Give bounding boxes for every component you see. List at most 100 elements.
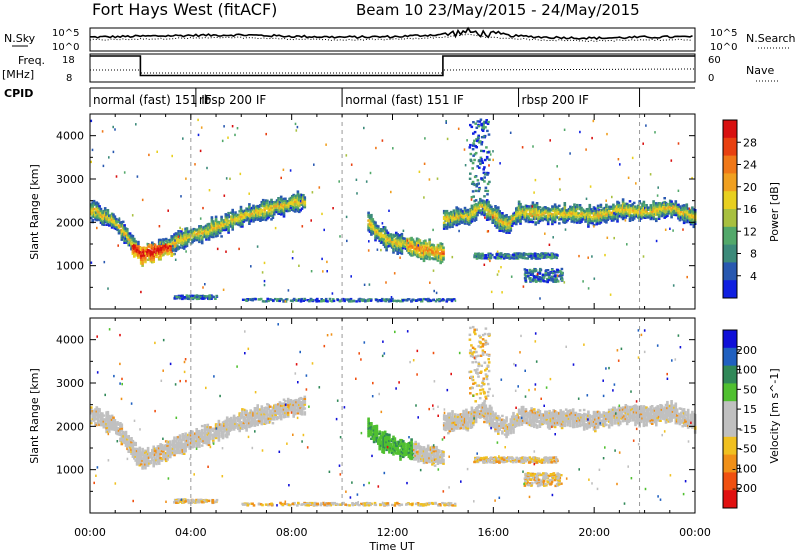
echo-cell [131, 238, 135, 242]
echo-cell [257, 207, 261, 210]
echo-cell [162, 452, 165, 455]
echo-cell [655, 202, 658, 205]
echo-cell [263, 283, 266, 287]
echo-cell [96, 421, 100, 424]
echo-cell [259, 418, 262, 421]
echo-cell [257, 411, 261, 415]
echo-cell [664, 205, 668, 209]
echo-cell [221, 224, 225, 228]
echo-cell [128, 448, 132, 451]
echo-cell [177, 295, 180, 299]
echo-cell [498, 212, 501, 215]
echo-cell [155, 447, 158, 450]
echo-cell [534, 205, 537, 209]
echo-cell [292, 206, 294, 210]
echo-cell [474, 214, 478, 218]
echo-cell [339, 235, 341, 238]
echo-cell [103, 260, 106, 264]
echo-cell [585, 217, 589, 221]
echo-cell [207, 234, 211, 237]
echo-cell [185, 435, 189, 438]
echo-cell [133, 243, 136, 246]
echo-cell [432, 228, 434, 232]
echo-cell [198, 295, 202, 299]
echo-cell [289, 299, 293, 302]
echo-cell [174, 444, 178, 447]
echo-cell [370, 225, 373, 228]
echo-cell [220, 221, 223, 224]
echo-cell [389, 237, 393, 240]
echo-cell [546, 269, 550, 272]
echo-cell [142, 462, 146, 466]
echo-cell [533, 206, 536, 209]
echo-cell [99, 422, 103, 425]
echo-cell [555, 270, 558, 274]
echo-cell [478, 159, 482, 163]
echo-cell [638, 205, 641, 209]
echo-cell [621, 211, 625, 215]
echo-cell [474, 189, 478, 193]
echo-cell [259, 420, 262, 423]
echo-cell [652, 204, 655, 207]
echo-cell [162, 249, 165, 253]
echo-cell [624, 210, 628, 213]
echo-cell [563, 203, 567, 207]
echo-cell [551, 215, 554, 218]
echo-cell [350, 275, 352, 278]
echo-cell [180, 237, 183, 241]
echo-cell [415, 253, 419, 256]
echo-cell [523, 208, 526, 211]
echo-cell [134, 443, 137, 447]
echo-cell [423, 196, 425, 199]
echo-cell [130, 246, 133, 249]
echo-cell [149, 246, 153, 249]
echo-cell [612, 217, 615, 220]
echo-cell [200, 444, 204, 447]
echo-cell [299, 209, 302, 212]
echo-cell [656, 203, 659, 206]
echo-cell [657, 203, 661, 207]
echo-cell [250, 218, 254, 221]
echo-cell [691, 220, 694, 223]
echo-cell [535, 202, 539, 205]
echo-cell [567, 215, 571, 219]
echo-cell [498, 210, 501, 213]
echo-cell [569, 152, 571, 155]
echo-cell [563, 207, 567, 211]
echo-cell [415, 299, 418, 302]
echo-cell [257, 215, 261, 218]
echo-cell [141, 260, 144, 263]
echo-cell [474, 199, 478, 202]
echo-cell [408, 245, 412, 248]
echo-cell [249, 415, 252, 418]
echo-cell [549, 218, 553, 221]
echo-cell [688, 213, 691, 216]
echo-cell [666, 202, 669, 206]
echo-cell [209, 228, 212, 232]
echo-cell [530, 210, 533, 213]
echo-cell [213, 435, 216, 439]
echo-cell [487, 151, 490, 154]
echo-cell [481, 199, 485, 202]
echo-cell [207, 222, 211, 226]
echo-cell [245, 299, 248, 302]
echo-cell [224, 222, 228, 226]
echo-cell [502, 257, 506, 260]
echo-cell [266, 416, 269, 420]
echo-cell [641, 210, 644, 213]
echo-cell [142, 252, 146, 255]
echo-cell [531, 215, 534, 218]
echo-cell [621, 215, 625, 219]
echo-cell [109, 222, 112, 225]
echo-cell [101, 412, 104, 415]
echo-cell [537, 208, 540, 211]
echo-cell [389, 244, 393, 248]
echo-cell [177, 445, 180, 449]
echo-cell [468, 177, 472, 180]
echo-cell [426, 253, 430, 256]
echo-cell [250, 414, 254, 417]
echo-cell [502, 220, 506, 223]
echo-cell [490, 290, 493, 294]
echo-cell [420, 251, 423, 254]
echo-cell [151, 255, 154, 258]
